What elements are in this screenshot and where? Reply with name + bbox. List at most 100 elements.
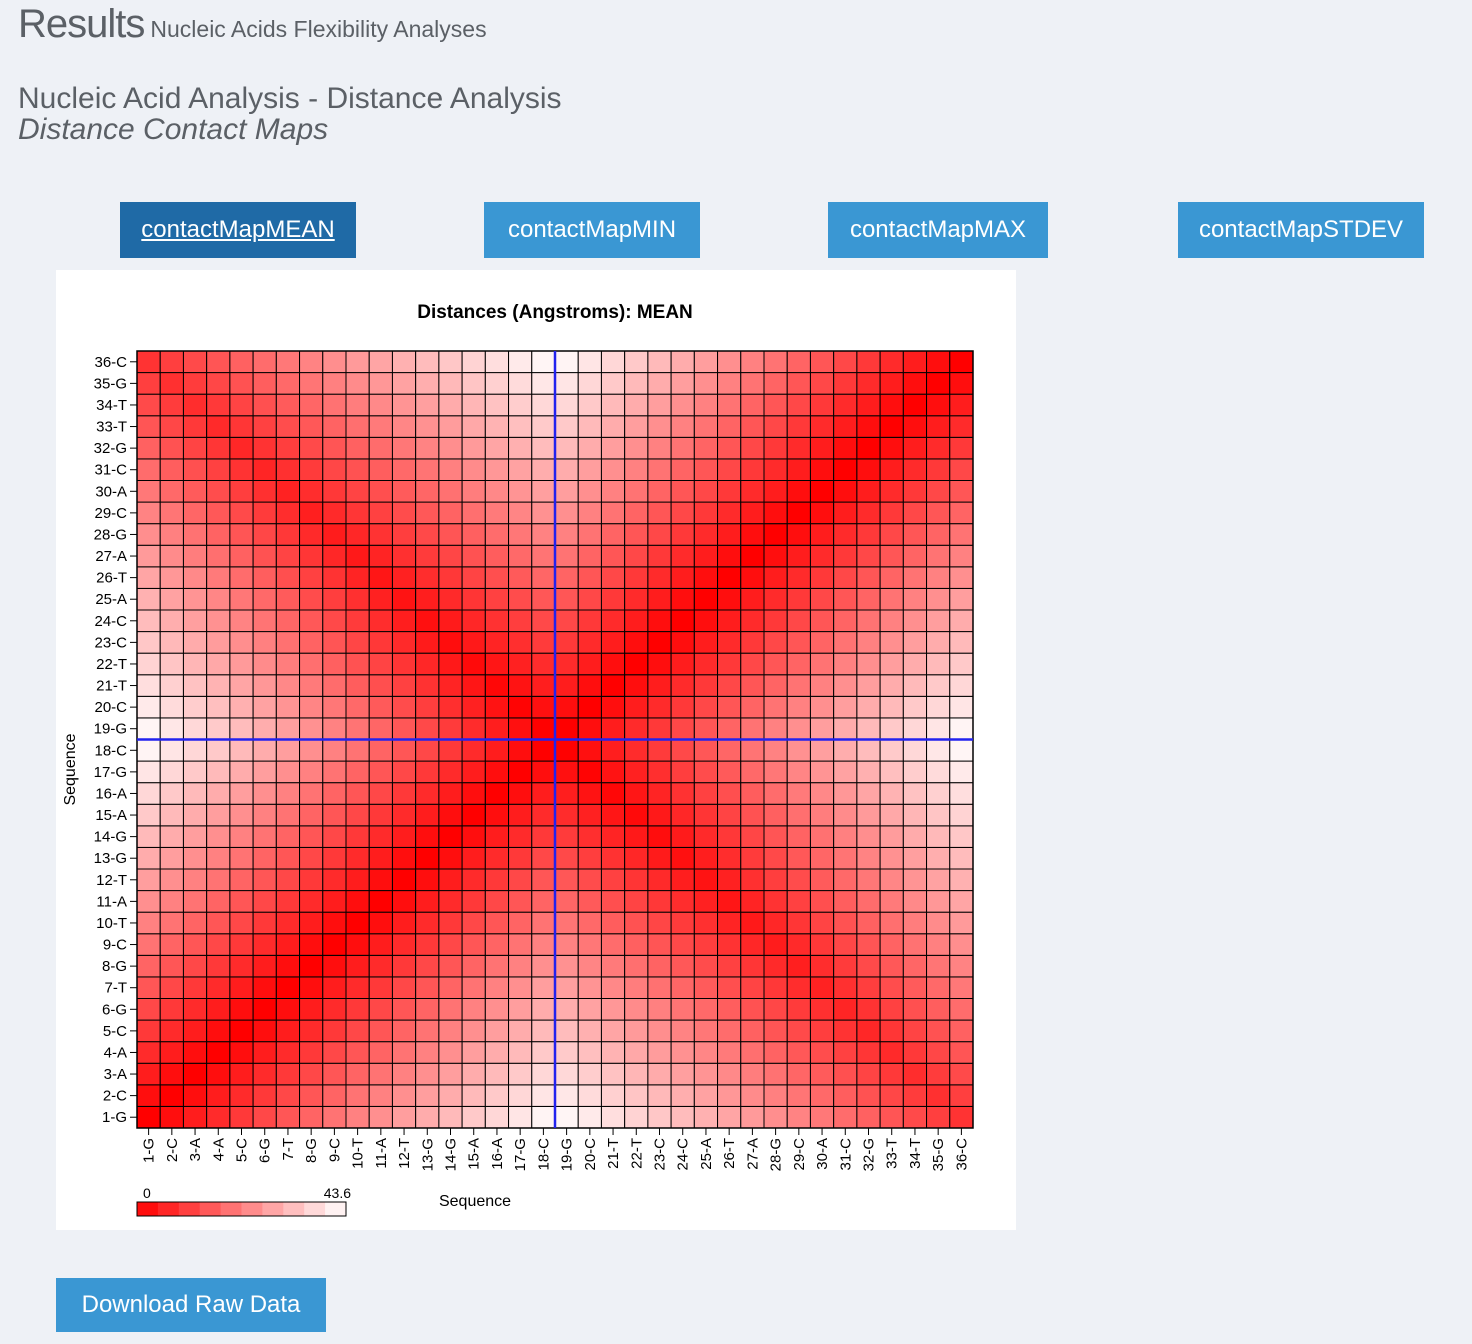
heatmap-cell [740,393,765,417]
heatmap-cell [902,350,928,374]
y-tick-label: 27-A [95,548,127,565]
y-tick-label: 16-A [95,785,127,802]
heatmap-cell [345,566,370,589]
heatmap-cell [531,674,556,697]
heatmap-cell [182,739,208,762]
heatmap-cell [206,372,231,395]
heatmap-cell [461,739,486,762]
heatmap-cell [322,393,347,417]
heatmap-cell [786,933,811,956]
heatmap-cell [717,1062,742,1086]
heatmap-cell [368,631,393,654]
heatmap-cell [345,587,370,611]
colorbar-segment [304,1202,326,1216]
heatmap-cell [461,760,486,784]
heatmap-cell [531,1084,556,1107]
heatmap-cell [879,998,904,1021]
heatmap-cell [600,652,626,676]
heatmap-cell [647,1019,672,1043]
heatmap-cell [229,825,254,848]
heatmap-cell [577,350,602,374]
heatmap-cell [717,739,742,762]
heatmap-cell [438,631,463,654]
heatmap-cell [600,868,626,892]
heatmap-cell [647,717,672,741]
heatmap-cell [670,609,695,633]
heatmap-cell [740,609,765,633]
heatmap-cell [763,933,788,956]
heatmap-cell [600,1019,626,1043]
heatmap-cell [415,911,440,935]
heatmap-cell [391,717,417,741]
heatmap-cell [624,803,649,827]
heatmap-cell [508,890,533,913]
heatmap-cell [786,846,811,870]
heatmap-cell [159,631,184,654]
heatmap-cell [577,933,602,956]
heatmap-cell [159,1062,184,1086]
heatmap-cell [438,1105,463,1129]
heatmap-cell [299,1084,324,1107]
heatmap-cell [206,933,231,956]
heatmap-cell [159,717,184,741]
heatmap-cell [182,501,208,525]
heatmap-cell [531,1105,556,1129]
heatmap-cell [182,415,208,438]
heatmap-cell [275,350,301,374]
heatmap-cell [786,868,811,892]
heatmap-cell [229,1105,254,1129]
x-tick-label: 21-T [605,1138,622,1169]
heatmap-cell [647,631,672,654]
heatmap-cell [206,1105,231,1129]
heatmap-cell [275,911,301,935]
tab-contact-map-max[interactable]: contactMapMAX [828,202,1048,258]
heatmap-cell [299,825,324,848]
heatmap-cell [299,739,324,762]
heatmap-cell [809,544,835,568]
heatmap-cell [740,825,765,848]
download-raw-data-button[interactable]: Download Raw Data [56,1278,326,1332]
heatmap-cell [693,480,719,503]
heatmap-cell [391,1019,417,1043]
heatmap-cell [554,436,579,460]
heatmap-cell [508,652,533,676]
heatmap-cell [856,350,881,374]
heatmap-cell [949,1105,974,1129]
y-tick-label: 22-T [96,656,127,673]
heatmap-cell [833,890,858,913]
heatmap-cell [879,890,904,913]
x-tick-label: 18-C [535,1138,552,1171]
y-tick-label: 21-T [96,678,127,695]
heatmap-cell [693,566,719,589]
heatmap-cell [856,846,881,870]
heatmap-cell [484,1084,510,1107]
heatmap-cell [368,1019,393,1043]
heatmap-cell [577,1105,602,1129]
heatmap-cell [624,458,649,481]
heatmap-cell [136,1041,161,1064]
heatmap-cell [438,501,463,525]
heatmap-cell [833,1041,858,1064]
heatmap-cell [229,480,254,503]
heatmap-cell [717,609,742,633]
heatmap-cell [299,717,324,741]
heatmap-cell [693,652,719,676]
heatmap-cell [647,1084,672,1107]
heatmap-cell [600,1062,626,1086]
heatmap-cell [322,954,347,978]
heatmap-cell [322,566,347,589]
tab-contact-map-mean[interactable]: contactMapMEAN [120,202,356,258]
heatmap-cell [182,544,208,568]
heatmap-cell [531,458,556,481]
heatmap-cell [206,911,231,935]
tab-contact-map-min[interactable]: contactMapMIN [484,202,700,258]
heatmap-cell [786,415,811,438]
heatmap-cell [879,566,904,589]
heatmap-cell [299,436,324,460]
heatmap-cell [809,393,835,417]
heatmap-cell [902,480,928,503]
x-tick-label: 27-A [744,1138,761,1170]
tab-contact-map-stdev[interactable]: contactMapSTDEV [1178,202,1424,258]
heatmap-cell [159,501,184,525]
heatmap-cell [833,631,858,654]
